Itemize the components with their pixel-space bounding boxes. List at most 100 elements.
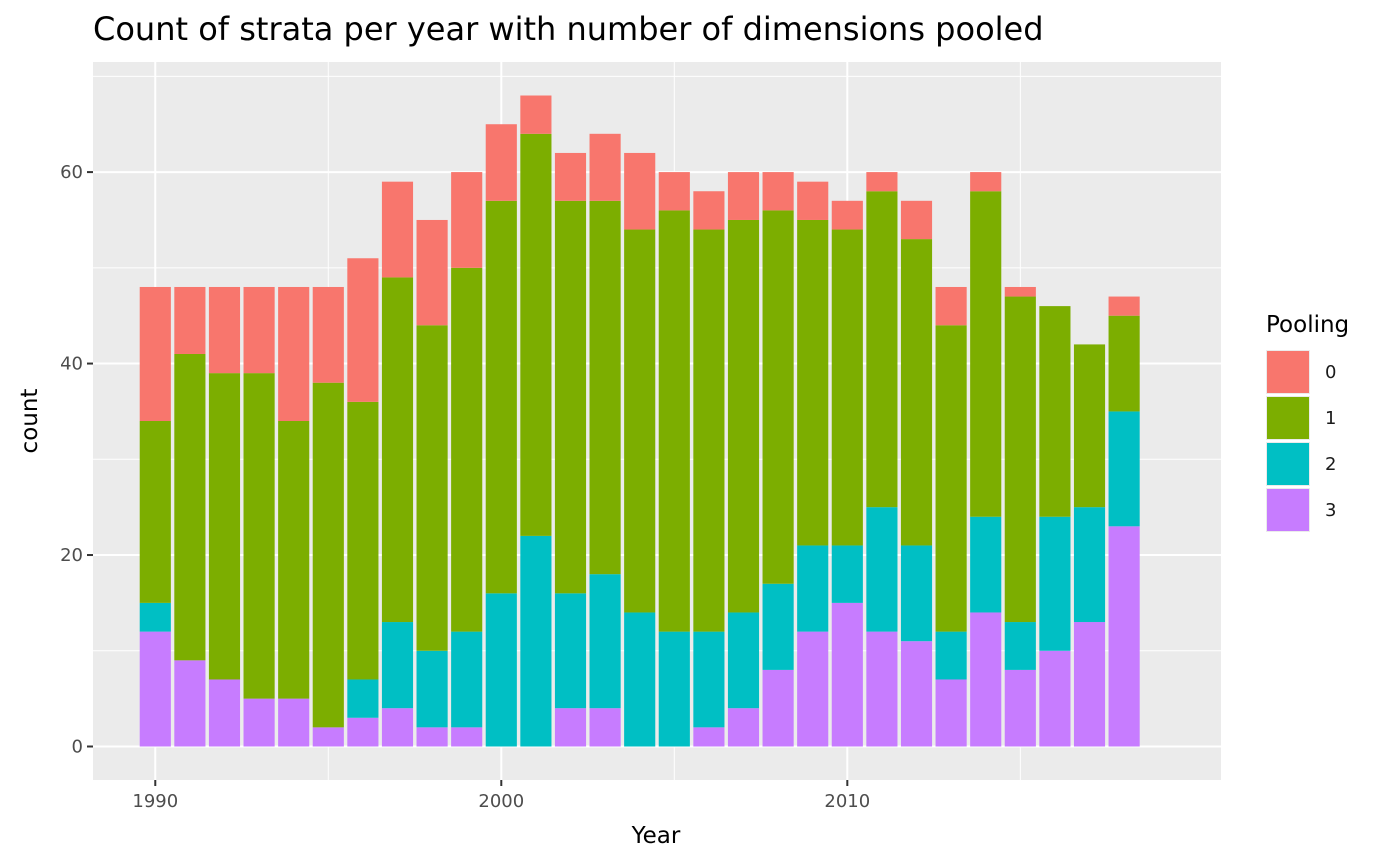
- bar-segment: [727, 219, 760, 613]
- bar-segment: [1073, 344, 1106, 508]
- bar-segment: [1108, 411, 1140, 527]
- y-tick-label: 20: [60, 545, 83, 566]
- y-tick-label: 0: [72, 736, 83, 757]
- x-tick-label: 1990: [132, 791, 178, 812]
- bar-segment: [727, 612, 760, 709]
- bar-segment: [485, 593, 517, 747]
- bar-segment: [1039, 516, 1071, 651]
- bar-segment: [935, 286, 967, 326]
- bar-segment: [554, 593, 587, 709]
- bar-segment: [520, 95, 552, 134]
- bar-segment: [589, 200, 621, 575]
- bar-segment: [243, 286, 275, 374]
- bar-segment: [1039, 650, 1071, 747]
- x-tick-label: 2010: [824, 791, 870, 812]
- bar-segment: [900, 545, 933, 642]
- bar-segment: [970, 516, 1002, 613]
- bar-segment: [139, 631, 171, 747]
- bar-segment: [658, 172, 690, 211]
- bar-segment: [970, 172, 1002, 192]
- bar-segment: [866, 172, 898, 192]
- bar-segment: [831, 229, 863, 546]
- bar-segment: [866, 631, 898, 747]
- bar-segment: [312, 286, 344, 383]
- bar-segment: [1073, 622, 1106, 747]
- bar-segment: [1004, 296, 1036, 623]
- bar-segment: [797, 631, 829, 747]
- bar-segment: [208, 679, 241, 747]
- bar-segment: [554, 152, 587, 201]
- bar-segment: [831, 545, 863, 603]
- legend-swatch: [1267, 351, 1309, 393]
- bar-segment: [381, 708, 414, 747]
- bar-segment: [1108, 526, 1140, 747]
- y-tick-label: 40: [60, 354, 83, 375]
- bar-segment: [208, 373, 241, 680]
- bar-segment: [1073, 507, 1106, 623]
- bar-segment: [1039, 306, 1071, 517]
- bar-segment: [866, 191, 898, 508]
- bar-segment: [693, 727, 725, 747]
- legend-title: Pooling: [1266, 312, 1349, 338]
- bar-segment: [554, 200, 587, 594]
- y-axis-title: count: [17, 389, 43, 454]
- bar-segment: [451, 631, 483, 728]
- bar-segment: [762, 583, 794, 670]
- bar-segment: [278, 421, 310, 699]
- bar-segment: [831, 602, 863, 747]
- bar-segment: [1108, 315, 1140, 412]
- bar-segment: [174, 353, 206, 661]
- bar-segment: [797, 545, 829, 632]
- bar-segment: [416, 325, 448, 651]
- bar-segment: [174, 286, 206, 354]
- bar-segment: [347, 258, 379, 402]
- bar-segment: [520, 535, 552, 747]
- bar-segment: [935, 631, 967, 680]
- bar-segment: [451, 172, 483, 268]
- bar-segment: [900, 239, 933, 546]
- bar-segment: [208, 286, 241, 374]
- legend-label: 2: [1325, 454, 1336, 475]
- bar-segment: [381, 622, 414, 709]
- bar-segment: [1004, 669, 1036, 747]
- bar-segment: [762, 669, 794, 747]
- bar-segment: [347, 717, 379, 747]
- bar-segment: [624, 612, 656, 747]
- bar-segment: [693, 631, 725, 728]
- legend-label: 1: [1325, 408, 1336, 429]
- x-axis-title: Year: [631, 823, 681, 849]
- bar-segment: [589, 574, 621, 709]
- bar-segment: [624, 152, 656, 230]
- bar-segment: [243, 373, 275, 699]
- bar-segment: [762, 210, 794, 584]
- bar-segment: [139, 286, 171, 421]
- bar-segment: [554, 708, 587, 747]
- bar-segment: [935, 325, 967, 632]
- bar-segment: [624, 229, 656, 613]
- bar-segment: [658, 210, 690, 632]
- bar-segment: [762, 172, 794, 211]
- legend-swatch: [1267, 397, 1309, 439]
- bar-segment: [416, 650, 448, 728]
- bar-segment: [416, 727, 448, 747]
- bar-segment: [589, 133, 621, 201]
- bar-segment: [935, 679, 967, 747]
- bar-segment: [589, 708, 621, 747]
- bar-segment: [278, 286, 310, 421]
- bar-segment: [174, 660, 206, 747]
- bar-segment: [451, 267, 483, 632]
- bar-segment: [1108, 296, 1140, 316]
- bar-segment: [693, 229, 725, 632]
- legend-label: 0: [1325, 362, 1336, 383]
- bars: [139, 95, 1140, 747]
- legend-swatch: [1267, 443, 1309, 485]
- bar-segment: [1004, 286, 1036, 297]
- bar-segment: [381, 277, 414, 623]
- bar-segment: [139, 421, 171, 603]
- legend-swatch: [1267, 489, 1309, 531]
- bar-segment: [520, 133, 552, 536]
- bar-segment: [278, 698, 310, 747]
- y-tick-label: 60: [60, 162, 83, 183]
- axis-ticks: 1990 2000 2010 0 20 40 60: [60, 162, 870, 812]
